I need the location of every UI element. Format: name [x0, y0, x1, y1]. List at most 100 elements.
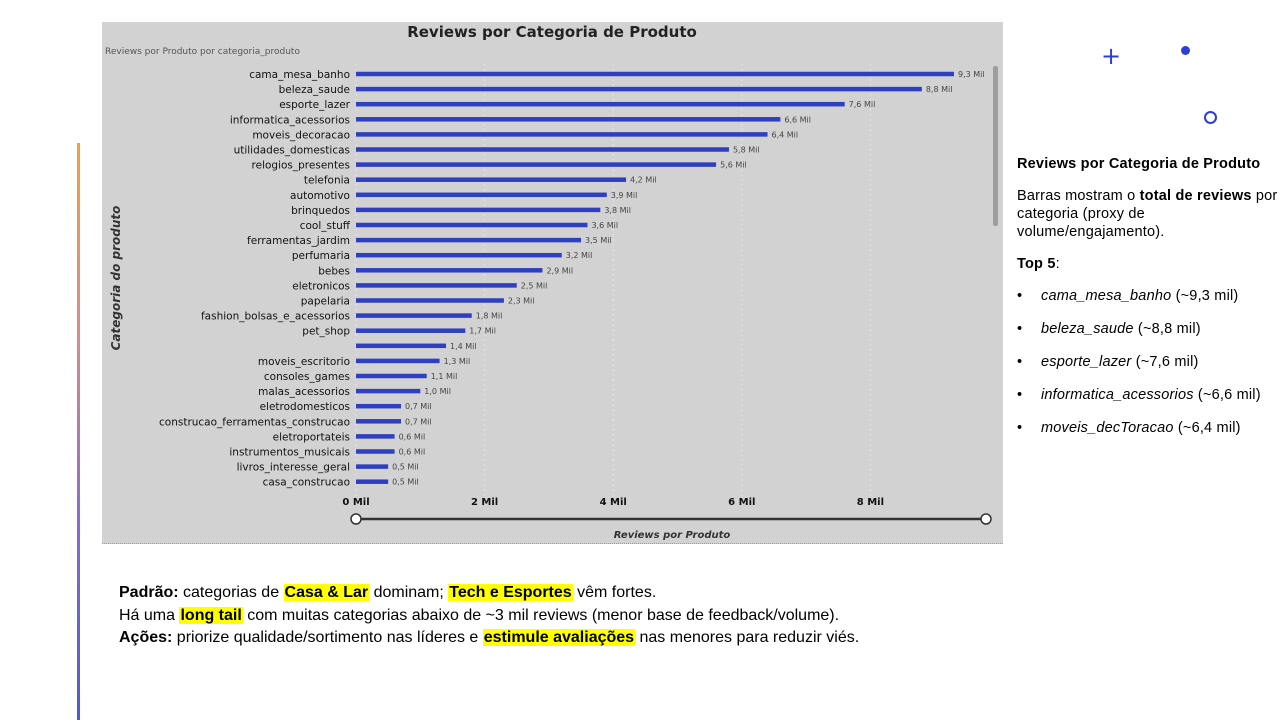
category-label: papelaria — [301, 296, 350, 308]
chart-scrollbar[interactable] — [993, 66, 998, 226]
category-label: brinquedos — [291, 205, 350, 217]
category-label: eletrodomesticos — [260, 401, 350, 413]
top-item-value: (~8,8 mil) — [1133, 321, 1201, 337]
bar[interactable] — [356, 313, 472, 318]
bar-value-label: 0,7 Mil — [405, 417, 432, 426]
bar[interactable] — [356, 252, 562, 258]
x-zoom-slider-end-handle[interactable] — [980, 513, 992, 525]
bar-value-label: 1,8 Mil — [476, 312, 503, 321]
bar-value-label: 1,1 Mil — [431, 372, 458, 381]
bar-value-label: 7,6 Mil — [849, 100, 876, 109]
side-description: Barras mostram o total de reviews por ca… — [1017, 187, 1279, 241]
category-label: telefonia — [304, 175, 350, 187]
bar[interactable] — [356, 403, 402, 409]
bar-value-label: 1,3 Mil — [444, 357, 471, 366]
bar[interactable] — [356, 388, 421, 394]
category-label: livros_interesse_geral — [237, 462, 350, 474]
top-item-value: (~9,3 mil) — [1171, 288, 1239, 304]
category-label: utilidades_domesticas — [234, 145, 350, 157]
ring-decoration-icon — [1204, 111, 1217, 124]
bar-value-label: 6,6 Mil — [784, 115, 811, 124]
bar-value-label: 3,2 Mil — [566, 251, 593, 260]
category-label: construcao_ferramentas_construcao — [159, 416, 350, 428]
chart-title: Reviews por Categoria de Produto — [407, 23, 697, 41]
x-zoom-slider-start-handle[interactable] — [350, 513, 362, 525]
bar[interactable] — [356, 86, 922, 92]
side-heading: Reviews por Categoria de Produto — [1017, 156, 1261, 172]
side-notes: Reviews por Categoria de Produto Barras … — [1017, 155, 1279, 452]
side-desc-bold: total de reviews — [1139, 188, 1252, 204]
bar[interactable] — [356, 71, 954, 77]
bar-value-label: 4,2 Mil — [630, 176, 657, 185]
top-item-name: cama_mesa_banho — [1041, 288, 1172, 304]
category-label: cool_stuff — [300, 220, 351, 232]
bar[interactable] — [356, 358, 440, 364]
bar[interactable] — [356, 101, 845, 107]
category-label: instrumentos_musicais — [229, 447, 350, 459]
bar-value-label: 6,4 Mil — [772, 130, 799, 139]
category-label: ferramentas_jardim — [247, 235, 350, 247]
category-label: fashion_bolsas_e_acessorios — [201, 311, 350, 323]
bar-value-label: 0,5 Mil — [392, 463, 419, 472]
bar[interactable] — [356, 373, 427, 379]
bar[interactable] — [356, 328, 466, 333]
bar-value-label: 3,5 Mil — [585, 236, 612, 245]
top-five-title: Top 5 — [1017, 256, 1056, 272]
list-item: moveis_decToracao (~6,4 mil) — [1017, 419, 1279, 437]
bar[interactable] — [356, 222, 588, 228]
category-label: esporte_lazer — [279, 99, 350, 111]
bar[interactable] — [356, 207, 601, 213]
category-label: beleza_saude — [279, 84, 350, 96]
bar-value-label: 3,9 Mil — [611, 191, 638, 200]
bar-value-label: 3,6 Mil — [591, 221, 618, 230]
bar[interactable] — [356, 192, 607, 198]
category-label: malas_acessorios — [258, 386, 350, 398]
bar[interactable] — [356, 479, 389, 484]
long-tail-text-a: Há uma — [119, 606, 180, 624]
y-axis-title: Categoria do produto — [109, 206, 123, 351]
category-label: perfumaria — [292, 250, 350, 262]
bar[interactable] — [356, 132, 768, 137]
bar[interactable] — [356, 283, 517, 288]
bar-value-label: 3,8 Mil — [604, 206, 631, 215]
chart-subtitle: Reviews por Produto por categoria_produt… — [105, 47, 300, 57]
bar-value-label: 8,8 Mil — [926, 85, 953, 94]
bar-value-label: 0,5 Mil — [392, 478, 419, 487]
bar-value-label: 1,7 Mil — [469, 327, 496, 336]
bar[interactable] — [356, 117, 781, 122]
bar-chart-panel: Reviews por Categoria de Produto Reviews… — [102, 22, 1003, 544]
top-item-value: (~6,4 mil) — [1173, 420, 1241, 436]
insight-pattern-line: Padrão: categorias de Casa & Lar dominam… — [119, 582, 859, 605]
actions-text-a: priorize qualidade/sortimento nas lídere… — [172, 629, 483, 646]
bar[interactable] — [356, 147, 729, 152]
bar-value-label: 1,0 Mil — [424, 387, 451, 396]
bar-value-label: 0,6 Mil — [399, 448, 426, 457]
actions-label: Ações: — [119, 629, 173, 646]
bar[interactable] — [356, 298, 504, 303]
bar[interactable] — [356, 162, 717, 167]
top-five-list: cama_mesa_banho (~9,3 mil) beleza_saude … — [1017, 287, 1279, 437]
category-label: consoles_games — [264, 371, 350, 383]
category-label: bebes — [318, 265, 350, 277]
insight-long-tail-line: Há uma long tail com muitas categorias a… — [119, 605, 859, 628]
bar[interactable] — [356, 464, 389, 469]
top-five-colon: : — [1055, 256, 1060, 272]
category-label: casa_construcao — [263, 477, 350, 489]
category-label: pet_shop — [302, 326, 350, 338]
bar-value-label: 0,6 Mil — [399, 432, 426, 441]
bar[interactable] — [356, 449, 395, 454]
bar[interactable] — [356, 343, 447, 349]
list-item: cama_mesa_banho (~9,3 mil) — [1017, 287, 1279, 305]
bar[interactable] — [356, 177, 627, 182]
bar[interactable] — [356, 237, 582, 243]
highlight-tech-esportes: Tech e Esportes — [448, 584, 573, 601]
bar[interactable] — [356, 434, 395, 439]
bar[interactable] — [356, 419, 402, 424]
actions-text-b: nas menores para reduzir viés. — [635, 629, 860, 646]
bar[interactable] — [356, 268, 543, 273]
pattern-text-a: categorias de — [178, 584, 284, 601]
pattern-text-c: vêm fortes. — [572, 584, 657, 601]
dot-decoration-icon — [1181, 46, 1190, 55]
top-item-value: (~7,6 mil) — [1131, 354, 1199, 370]
category-label: cama_mesa_banho — [249, 69, 350, 81]
